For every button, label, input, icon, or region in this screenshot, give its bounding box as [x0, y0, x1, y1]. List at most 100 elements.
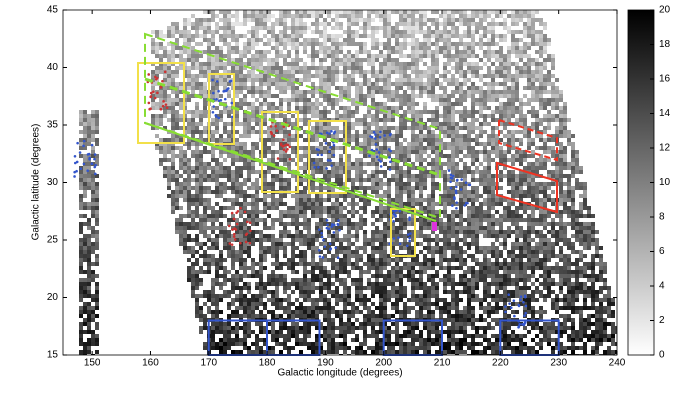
density-cell: [391, 226, 395, 230]
density-cell: [219, 118, 223, 122]
density-cell: [231, 26, 235, 30]
density-cell: [431, 66, 435, 70]
density-cell: [475, 226, 479, 230]
density-cell: [479, 102, 483, 106]
density-cell: [355, 22, 359, 26]
density-cell: [471, 174, 475, 178]
density-cell: [475, 134, 479, 138]
density-cell: [295, 34, 299, 38]
density-cell: [515, 30, 519, 34]
density-cell: [339, 210, 343, 214]
density-cell: [303, 74, 307, 78]
density-cell: [531, 10, 535, 14]
density-cell: [491, 10, 495, 14]
density-cell: [215, 14, 219, 18]
density-cell: [235, 110, 239, 114]
density-cell: [399, 178, 403, 182]
density-cell: [579, 234, 583, 238]
density-cell: [195, 170, 199, 174]
density-cell: [527, 82, 531, 86]
density-cell: [283, 230, 287, 234]
density-cell: [263, 194, 267, 198]
density-cell: [531, 126, 535, 130]
density-cell: [355, 178, 359, 182]
density-cell: [559, 246, 563, 250]
density-cell: [543, 246, 547, 250]
density-cell: [291, 30, 295, 34]
density-cell: [419, 202, 423, 206]
density-cell: [475, 170, 479, 174]
density-cell: [403, 246, 407, 250]
density-cell: [399, 230, 403, 234]
density-cell: [463, 10, 467, 14]
density-cell: [535, 122, 539, 126]
density-cell: [539, 186, 543, 190]
density-cell: [527, 70, 531, 74]
density-cell: [267, 146, 271, 150]
density-cell: [203, 34, 207, 38]
density-cell: [443, 134, 447, 138]
density-cell: [195, 102, 199, 106]
density-cell: [251, 26, 255, 30]
density-cell: [179, 30, 183, 34]
density-cell: [471, 98, 475, 102]
density-cell: [415, 102, 419, 106]
density-cell: [267, 186, 271, 190]
density-cell: [307, 70, 311, 74]
density-cell: [539, 70, 543, 74]
density-cell: [79, 250, 83, 254]
density-cell: [199, 222, 203, 226]
density-cell: [523, 218, 527, 222]
density-cell: [471, 222, 475, 226]
density-cell: [187, 238, 191, 242]
density-cell: [247, 74, 251, 78]
density-cell: [395, 162, 399, 166]
density-cell: [355, 66, 359, 70]
density-cell: [479, 134, 483, 138]
density-cell: [195, 86, 199, 90]
density-cell: [199, 110, 203, 114]
density-cell: [419, 130, 423, 134]
density-cell: [479, 86, 483, 90]
density-cell: [383, 26, 387, 30]
density-cell: [187, 258, 191, 262]
density-cell: [559, 190, 563, 194]
density-cell: [235, 58, 239, 62]
density-cell: [323, 78, 327, 82]
density-cell: [371, 34, 375, 38]
density-cell: [227, 146, 231, 150]
density-cell: [415, 174, 419, 178]
density-cell: [303, 110, 307, 114]
density-cell: [483, 130, 487, 134]
density-cell: [339, 178, 343, 182]
density-cell: [559, 238, 563, 242]
density-cell: [463, 34, 467, 38]
density-cell: [471, 210, 475, 214]
density-cell: [207, 162, 211, 166]
density-cell: [499, 70, 503, 74]
density-cell: [275, 54, 279, 58]
density-cell: [223, 30, 227, 34]
density-cell: [271, 238, 275, 242]
density-cell: [507, 30, 511, 34]
density-cell: [271, 46, 275, 50]
density-cell: [423, 170, 427, 174]
density-cell: [291, 26, 295, 30]
density-cell: [443, 234, 447, 238]
density-cell: [483, 218, 487, 222]
density-cell: [207, 202, 211, 206]
density-cell: [475, 138, 479, 142]
density-cell: [267, 106, 271, 110]
density-cell: [451, 42, 455, 46]
density-cell: [87, 138, 91, 142]
density-cell: [395, 10, 399, 14]
density-cell: [463, 42, 467, 46]
density-cell: [175, 46, 179, 50]
density-cell: [395, 182, 399, 186]
density-cell: [415, 126, 419, 130]
density-cell: [335, 178, 339, 182]
density-cell: [267, 226, 271, 230]
density-cell: [271, 174, 275, 178]
density-cell: [83, 254, 87, 258]
density-cell: [247, 42, 251, 46]
